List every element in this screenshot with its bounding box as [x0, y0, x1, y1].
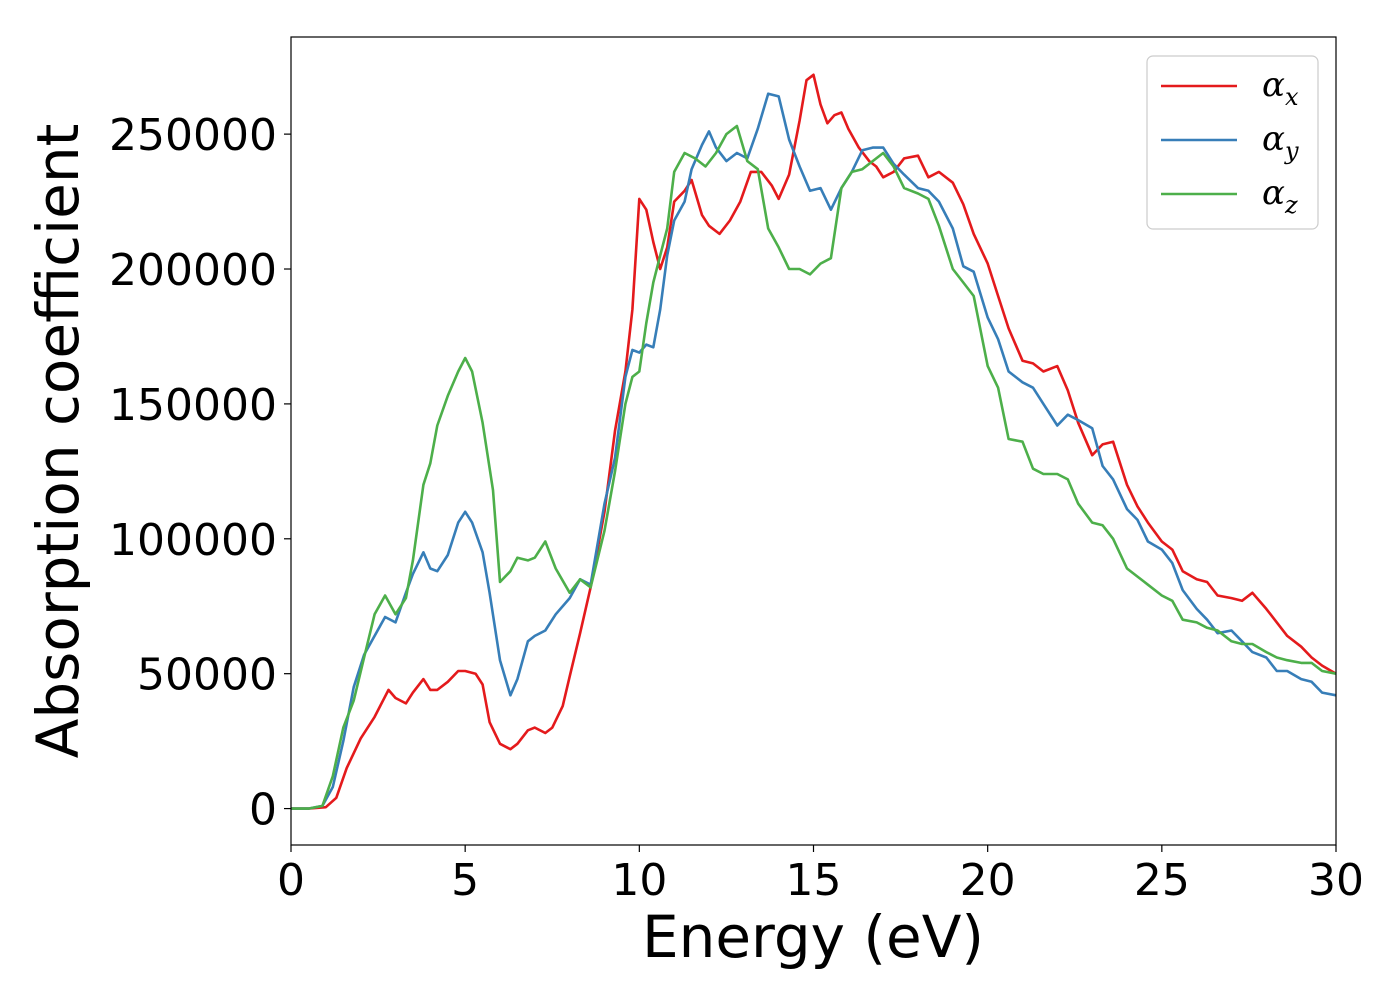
- x-tick-label: 20: [960, 855, 1016, 906]
- plot-area: [291, 73, 1337, 810]
- series-line-z: [291, 124, 1337, 810]
- y-axis-title: Absorption coefficient: [24, 124, 92, 759]
- series-line-y: [291, 92, 1337, 810]
- x-tick-label: 10: [611, 855, 667, 906]
- x-axis-title: Energy (eV): [642, 903, 984, 971]
- y-axis: 0 50000 100000 150000 200000 250000: [109, 110, 291, 836]
- legend-frame: [1146, 55, 1319, 230]
- y-tick-label: 50000: [137, 650, 277, 701]
- x-tick-label: 30: [1308, 855, 1364, 906]
- x-tick-label: 5: [451, 855, 479, 906]
- x-tick-label: 0: [277, 855, 305, 906]
- y-tick-label: 250000: [109, 110, 277, 161]
- y-tick-label: 200000: [109, 245, 277, 296]
- x-axis: 0 5 10 15 20 25 30: [277, 845, 1364, 906]
- y-tick-label: 150000: [109, 380, 277, 431]
- series-line-x: [291, 73, 1337, 810]
- y-tick-label: 0: [249, 785, 277, 836]
- x-tick-label: 25: [1134, 855, 1190, 906]
- y-tick-label: 100000: [109, 515, 277, 566]
- x-tick-label: 15: [786, 855, 842, 906]
